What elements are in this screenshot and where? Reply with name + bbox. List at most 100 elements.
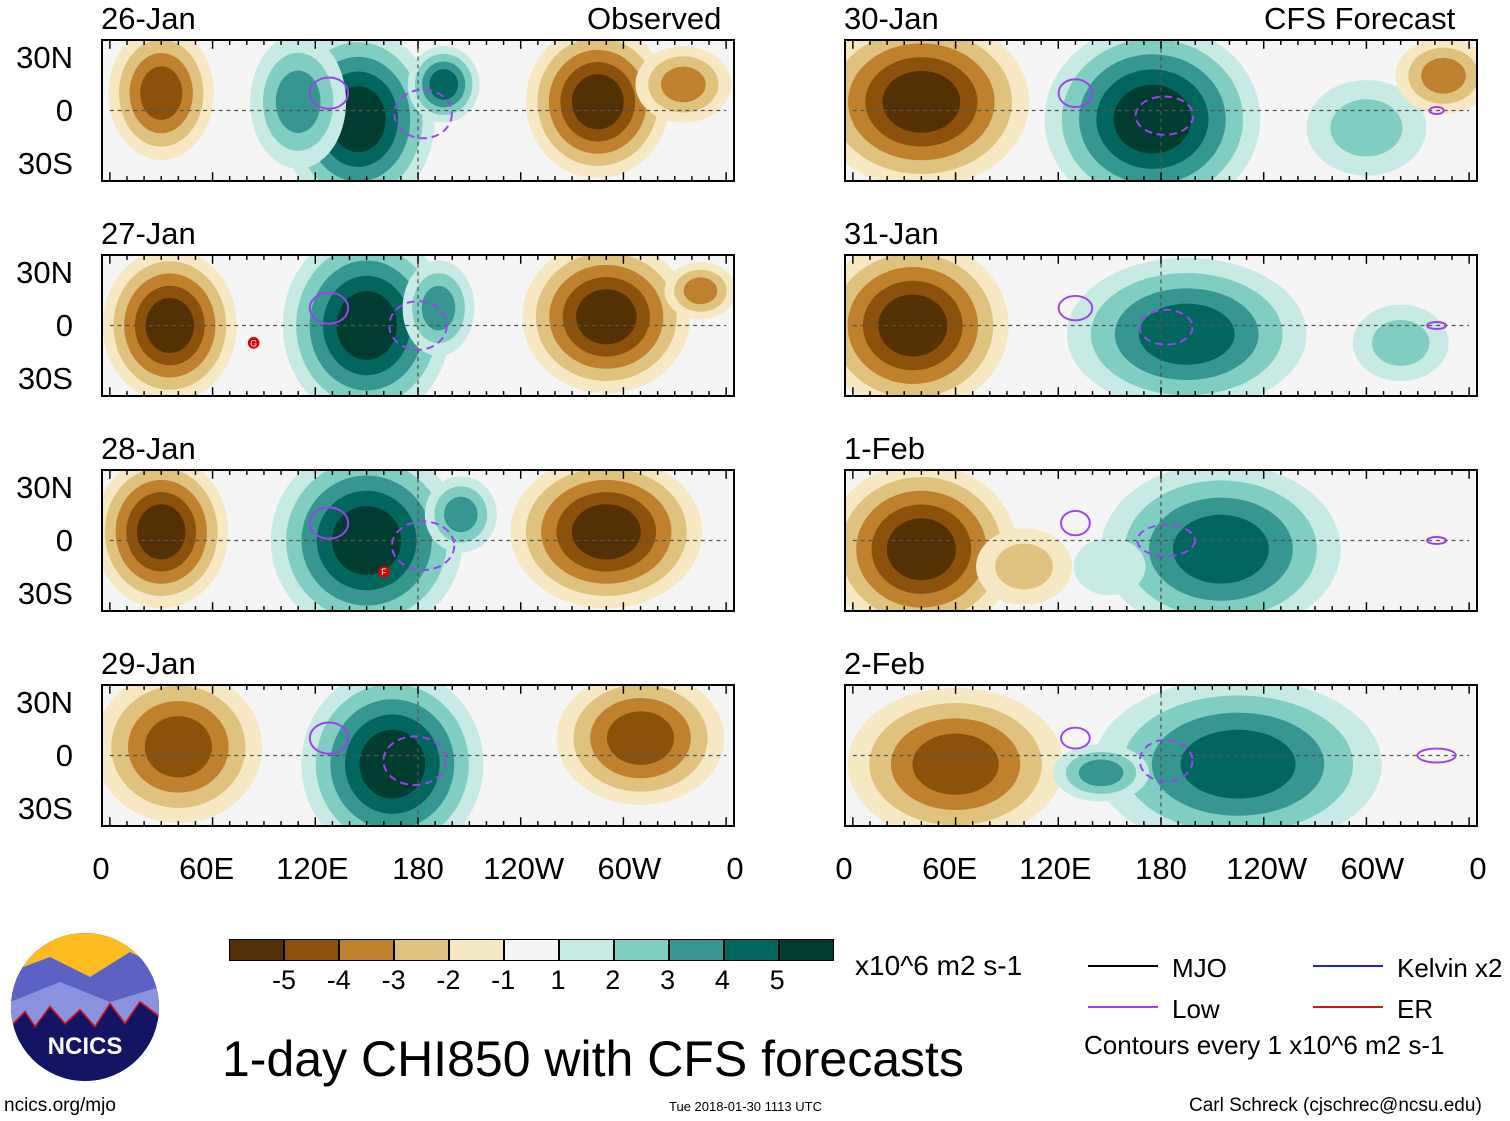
forecast-label: CFS Forecast bbox=[1264, 1, 1456, 36]
lon-label: 120W bbox=[483, 851, 565, 886]
lat-label: 30S bbox=[17, 576, 73, 611]
colorbar-label: -3 bbox=[381, 965, 406, 995]
negative-anomaly-contour bbox=[576, 289, 637, 345]
positive-anomaly-contour bbox=[1172, 514, 1269, 584]
colorbar-swatch bbox=[284, 939, 339, 961]
legend-line-er bbox=[1313, 1006, 1383, 1008]
low-frequency-contour bbox=[1136, 523, 1196, 558]
negative-anomaly-contour bbox=[878, 294, 948, 357]
low-frequency-contour bbox=[308, 721, 350, 755]
lat-label: 30N bbox=[16, 685, 73, 720]
low-frequency-contour bbox=[393, 88, 453, 140]
low-frequency-contour bbox=[1138, 738, 1194, 783]
footer-url[interactable]: ncics.org/mjo bbox=[4, 1095, 116, 1116]
panel-date: 28-Jan bbox=[101, 431, 196, 466]
panel-date: 2-Feb bbox=[844, 646, 925, 681]
panel-date: 31-Jan bbox=[844, 216, 939, 251]
negative-anomaly-contour bbox=[144, 716, 212, 778]
panel-date: 26-Jan bbox=[101, 1, 196, 36]
low-frequency-contour bbox=[382, 735, 447, 787]
map-panel: F bbox=[101, 469, 735, 612]
map-panel bbox=[844, 254, 1478, 397]
colorbar-label: 5 bbox=[769, 965, 785, 995]
low-frequency-contour bbox=[1060, 726, 1091, 750]
positive-anomaly-contour bbox=[1073, 537, 1146, 596]
lon-label: 120W bbox=[1226, 851, 1308, 886]
colorbar-swatch bbox=[449, 939, 504, 961]
colorbar-label: 2 bbox=[605, 965, 621, 995]
positive-anomaly-contour bbox=[1138, 303, 1235, 365]
legend-line-kelvin-x2 bbox=[1313, 965, 1383, 967]
lat-label: 0 bbox=[55, 93, 73, 128]
low-frequency-contour bbox=[391, 520, 456, 572]
positive-anomaly-contour bbox=[429, 69, 459, 100]
low-frequency-contour bbox=[1416, 747, 1457, 764]
negative-anomaly-contour bbox=[571, 74, 624, 130]
lon-label: 0 bbox=[1469, 851, 1487, 886]
colorbar-label: -4 bbox=[326, 965, 351, 995]
map-panel bbox=[101, 39, 735, 182]
figure-title: 1-day CHI850 with CFS forecasts bbox=[222, 1031, 964, 1087]
colorbar-swatch bbox=[504, 939, 559, 961]
lon-label: 180 bbox=[392, 851, 444, 886]
lat-label: 30N bbox=[16, 255, 73, 290]
contour-note: Contours every 1 x10^6 m2 s-1 bbox=[1084, 1030, 1445, 1060]
negative-anomaly-contour bbox=[571, 504, 641, 560]
low-frequency-contour bbox=[1428, 106, 1445, 115]
panel-date: 27-Jan bbox=[101, 216, 196, 251]
legend-label: ER bbox=[1397, 994, 1434, 1024]
negative-anomaly-contour bbox=[606, 711, 675, 765]
colorbar-swatch bbox=[614, 939, 669, 961]
map-panel bbox=[844, 684, 1478, 827]
low-frequency-contour bbox=[308, 291, 350, 325]
lon-label: 180 bbox=[1135, 851, 1187, 886]
legend-label: MJO bbox=[1172, 953, 1227, 983]
positive-anomaly-contour bbox=[1180, 729, 1296, 799]
low-frequency-contour bbox=[1057, 294, 1094, 322]
colorbar-swatch bbox=[339, 939, 394, 961]
colorbar-label: 4 bbox=[714, 965, 730, 995]
ncics-logo: NCICS bbox=[11, 933, 159, 1081]
low-frequency-contour bbox=[1426, 536, 1448, 545]
colorbar-swatch bbox=[779, 939, 834, 961]
map-panel bbox=[101, 684, 735, 827]
panel-date: 29-Jan bbox=[101, 646, 196, 681]
lon-label: 120E bbox=[276, 851, 349, 886]
positive-anomaly-contour bbox=[359, 729, 426, 799]
negative-anomaly-contour bbox=[145, 297, 194, 354]
positive-anomaly-contour bbox=[275, 70, 321, 134]
colorbar-label: 3 bbox=[660, 965, 676, 995]
footer-author: Carl Schreck (cjschrec@ncsu.edu) bbox=[1189, 1095, 1482, 1116]
colorbar-swatch bbox=[724, 939, 779, 961]
low-frequency-contour bbox=[1057, 78, 1094, 108]
lon-label: 0 bbox=[92, 851, 110, 886]
lon-label: 0 bbox=[835, 851, 853, 886]
map-panel bbox=[844, 39, 1478, 182]
legend-line-mjo bbox=[1088, 965, 1158, 967]
negative-anomaly-contour bbox=[137, 504, 186, 560]
lat-label: 30N bbox=[16, 40, 73, 75]
colorbar-label: 1 bbox=[550, 965, 566, 995]
negative-anomaly-contour bbox=[660, 66, 706, 103]
lat-label: 0 bbox=[55, 523, 73, 558]
negative-anomaly-contour bbox=[886, 518, 956, 581]
colorbar-label: -1 bbox=[491, 965, 516, 995]
tropical-cyclone-icon bbox=[247, 337, 260, 349]
tropical-cyclone-label: G bbox=[250, 338, 257, 348]
map-panel bbox=[844, 469, 1478, 612]
low-frequency-contour bbox=[388, 300, 448, 351]
positive-anomaly-contour bbox=[1078, 759, 1124, 787]
observed-label: Observed bbox=[587, 1, 722, 36]
negative-anomaly-contour bbox=[912, 733, 999, 795]
lat-label: 30S bbox=[17, 146, 73, 181]
lat-label: 0 bbox=[55, 738, 73, 773]
colorbar-label: -2 bbox=[436, 965, 461, 995]
lon-label: 60W bbox=[1340, 851, 1405, 886]
low-frequency-contour bbox=[1060, 509, 1091, 537]
positive-anomaly-contour bbox=[444, 496, 478, 533]
lon-label: 120E bbox=[1019, 851, 1092, 886]
negative-anomaly-contour bbox=[683, 277, 718, 305]
negative-anomaly-contour bbox=[882, 70, 961, 133]
tropical-cyclone-label: F bbox=[381, 567, 386, 577]
legend-line-low bbox=[1088, 1006, 1158, 1008]
